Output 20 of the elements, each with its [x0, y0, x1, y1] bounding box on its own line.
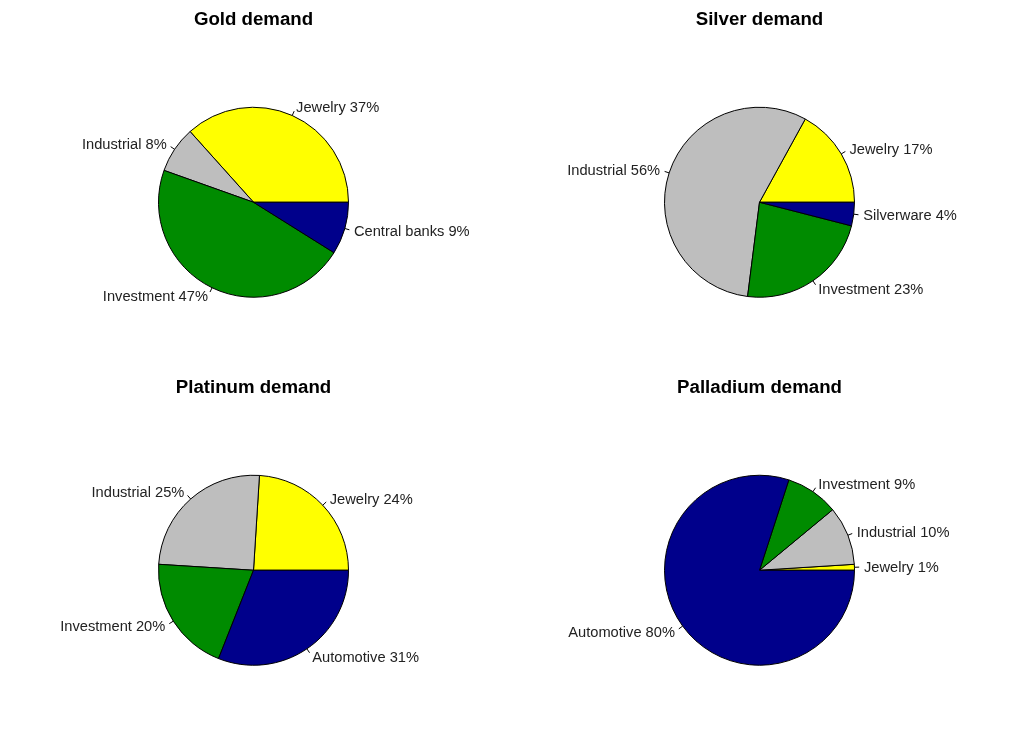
chart-title: Silver demand: [695, 7, 824, 29]
slice-label: Industrial 56%: [567, 161, 661, 178]
slice-label: Industrial 10%: [856, 523, 950, 540]
slice-label: Jewelry 24%: [329, 490, 413, 507]
slice-label: Industrial 8%: [82, 136, 167, 153]
slice-label: Automotive 31%: [312, 648, 419, 665]
slice-label: Jewelry 17%: [849, 141, 933, 158]
chart-title: Palladium demand: [677, 375, 842, 397]
slice-label: Central banks 9%: [353, 223, 470, 240]
slice-label: Industrial 25%: [91, 483, 185, 500]
slice-label: Investment 47%: [102, 288, 208, 305]
chart-title: Gold demand: [193, 7, 314, 29]
slice-label: Investment 20%: [60, 618, 166, 635]
slice-label: Investment 9%: [818, 475, 916, 492]
slice-label: Silverware 4%: [863, 207, 957, 224]
chart-title: Platinum demand: [175, 375, 332, 397]
slice-label: Jewelry 1%: [863, 558, 939, 575]
slice-label: Investment 23%: [818, 280, 924, 297]
slice-label: Jewelry 37%: [296, 98, 380, 115]
slice-label: Automotive 80%: [568, 623, 675, 640]
